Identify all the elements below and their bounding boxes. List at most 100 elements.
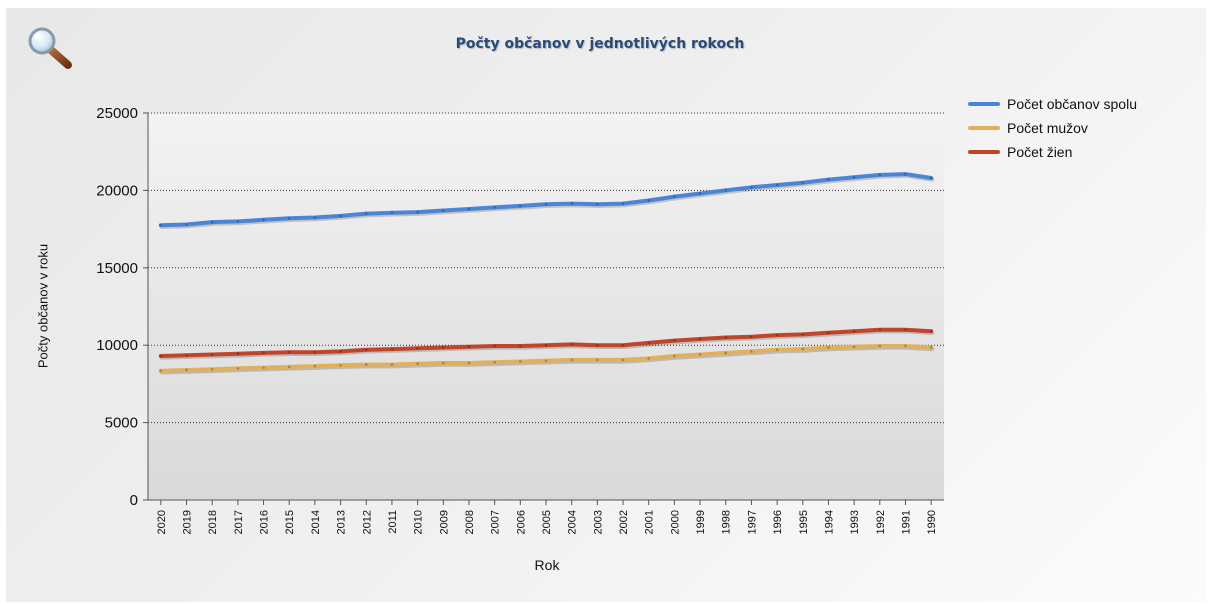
data-point: [647, 199, 651, 202]
x-tick-label: 2002: [618, 510, 630, 534]
legend: Počet občanov spolu Počet mužov Počet žien: [968, 92, 1137, 164]
data-point: [159, 223, 163, 227]
y-tick-label: 0: [130, 492, 138, 509]
x-tick-label: 2017: [233, 510, 245, 534]
series-line-0: [158, 172, 934, 228]
data-point: [673, 354, 676, 358]
legend-item: Počet žien: [968, 140, 1137, 164]
y-tick-labels: 0 5000 10000 15000 20000 25000: [96, 105, 138, 509]
x-tick-label: 1999: [695, 510, 707, 534]
data-point: [673, 339, 676, 342]
data-point: [416, 362, 419, 366]
data-point: [287, 365, 291, 369]
data-point: [236, 352, 240, 356]
data-point: [698, 337, 702, 341]
data-point: [544, 203, 548, 206]
data-point: [570, 358, 573, 362]
data-point: [827, 331, 830, 335]
legend-swatch: [968, 150, 1000, 154]
data-point: [339, 214, 342, 218]
data-point: [750, 350, 753, 353]
data-point: [750, 186, 753, 189]
data-point: [236, 220, 240, 223]
data-point: [570, 343, 573, 346]
x-tick-label: 1998: [721, 510, 733, 534]
data-point: [416, 210, 419, 214]
data-point: [544, 359, 548, 362]
gridlines: [148, 112, 944, 424]
data-point: [698, 192, 702, 195]
x-tick-label: 1993: [849, 510, 861, 534]
data-point: [544, 343, 548, 347]
data-point: [621, 343, 625, 347]
legend-label: Počet žien: [1007, 144, 1073, 160]
data-point: [159, 369, 163, 373]
x-tick-label: 2004: [567, 510, 579, 534]
data-point: [441, 346, 445, 349]
x-tick-label: 1991: [900, 510, 912, 534]
y-tick-label: 15000: [96, 260, 138, 277]
x-tick-label: 2008: [464, 510, 476, 534]
x-tick-label: 1995: [798, 510, 810, 534]
data-point: [852, 175, 856, 179]
data-point: [210, 353, 214, 356]
data-point: [364, 348, 368, 352]
data-point: [159, 354, 163, 358]
y-tick-label: 10000: [96, 337, 138, 354]
data-point: [493, 344, 496, 348]
data-point: [185, 368, 188, 372]
legend-swatch: [968, 126, 1000, 130]
x-tick-label: 1994: [823, 510, 835, 534]
x-tick-label: 2019: [182, 510, 194, 534]
legend-label: Počet mužov: [1007, 120, 1088, 136]
x-tick-label: 2011: [387, 510, 399, 534]
data-point: [416, 346, 419, 350]
x-tick-label: 2018: [207, 510, 219, 534]
data-point: [775, 183, 779, 187]
data-point: [262, 366, 265, 369]
data-point: [519, 204, 522, 208]
data-point: [364, 212, 368, 215]
data-point: [801, 347, 805, 351]
data-point: [801, 333, 805, 336]
data-point: [519, 344, 522, 348]
data-point: [724, 336, 728, 339]
series-line-1: [158, 344, 934, 373]
data-point: [287, 216, 291, 220]
data-point: [724, 189, 728, 192]
data-point: [441, 209, 445, 212]
data-point: [313, 216, 317, 219]
data-point: [390, 363, 394, 366]
data-point: [596, 343, 599, 347]
data-point: [236, 367, 240, 370]
data-point: [929, 176, 933, 180]
y-axis-label: Počty občanov v roku: [35, 243, 51, 369]
y-tick-label: 20000: [96, 182, 138, 199]
axes: [143, 112, 944, 505]
data-point: [904, 172, 907, 176]
data-point: [827, 178, 830, 181]
legend-swatch: [968, 102, 1000, 106]
data-point: [878, 344, 882, 348]
x-tick-label: 2007: [490, 510, 502, 534]
data-point: [596, 358, 599, 362]
data-point: [519, 360, 522, 363]
data-point: [262, 218, 265, 222]
data-point: [878, 328, 882, 332]
data-point: [904, 328, 907, 332]
plot-area: [148, 113, 944, 500]
data-point: [467, 361, 471, 365]
data-point: [647, 341, 651, 345]
x-tick-label: 1997: [746, 510, 758, 534]
data-point: [724, 351, 728, 355]
x-tick-label: 2012: [361, 510, 373, 534]
chart-title: Počty občanov v jednotlivých rokoch: [455, 36, 745, 52]
x-tick-label: 1992: [875, 510, 887, 534]
magnifier-icon[interactable]: [26, 26, 74, 70]
legend-item: Počet mužov: [968, 116, 1137, 140]
data-point: [878, 173, 882, 177]
data-point: [493, 206, 496, 209]
series-line-2: [158, 327, 934, 358]
data-point: [390, 347, 394, 351]
data-point: [185, 223, 188, 226]
